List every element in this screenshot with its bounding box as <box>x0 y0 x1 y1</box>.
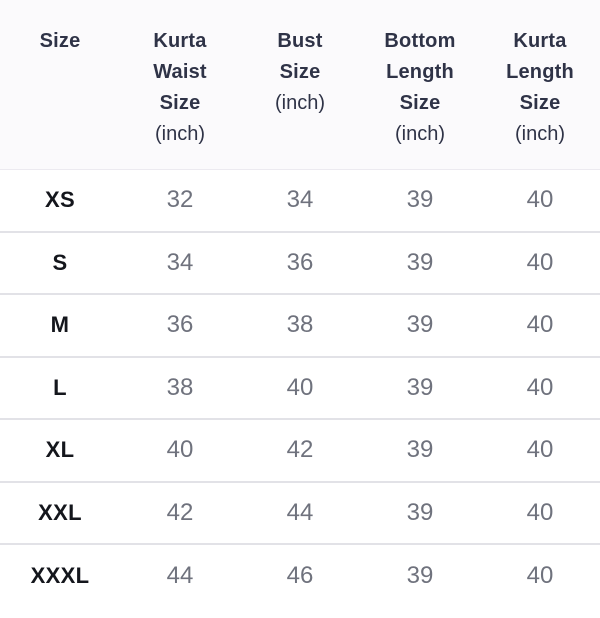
column-header-bust-size: Bust Size (inch) <box>240 26 360 119</box>
bust-cell: 46 <box>286 562 314 590</box>
column-header-kurta-waist-size: Kurta Waist Size (inch) <box>120 26 240 150</box>
kurta-waist-cell: 34 <box>166 248 194 276</box>
kurta-length-cell: 40 <box>526 562 554 590</box>
bottom-length-cell: 39 <box>406 373 434 401</box>
bottom-length-cell: 39 <box>406 248 434 276</box>
column-header-title: Kurta Length Size <box>506 30 574 114</box>
bottom-length-cell: 39 <box>406 498 434 526</box>
column-header-unit: (inch) <box>274 92 325 114</box>
kurta-waist-cell: 44 <box>166 562 194 590</box>
kurta-waist-cell: 42 <box>166 498 194 526</box>
bottom-length-cell: 39 <box>406 186 434 214</box>
column-header-unit: (inch) <box>394 123 445 145</box>
kurta-waist-cell: 40 <box>166 436 194 464</box>
kurta-waist-cell: 38 <box>166 373 194 401</box>
table-row-s: S 34 36 39 40 <box>0 232 600 295</box>
table-row-xs: XS 32 34 39 40 <box>0 170 600 233</box>
size-label: S <box>52 249 68 275</box>
table-row-xl: XL 40 42 39 40 <box>0 420 600 483</box>
bust-cell: 44 <box>286 498 314 526</box>
table-row-m: M 36 38 39 40 <box>0 295 600 358</box>
bust-cell: 40 <box>286 373 314 401</box>
bottom-length-cell: 39 <box>406 311 434 339</box>
column-header-unit: (inch) <box>154 123 205 145</box>
kurta-waist-cell: 36 <box>166 311 194 339</box>
kurta-length-cell: 40 <box>526 186 554 214</box>
kurta-length-cell: 40 <box>526 436 554 464</box>
bottom-length-cell: 39 <box>406 562 434 590</box>
bust-cell: 34 <box>286 186 314 214</box>
bust-cell: 36 <box>286 248 314 276</box>
column-header-size: Size <box>0 26 120 57</box>
kurta-length-cell: 40 <box>526 373 554 401</box>
size-label: XL <box>45 437 75 463</box>
table-row-xxxl: XXXL 44 46 39 40 <box>0 545 600 608</box>
table-header-row: Size Kurta Waist Size (inch) Bust Size (… <box>0 0 600 170</box>
table-row-l: L 38 40 39 40 <box>0 357 600 420</box>
kurta-length-cell: 40 <box>526 311 554 339</box>
size-label: XS <box>45 187 75 213</box>
kurta-waist-cell: 32 <box>166 186 194 214</box>
column-header-title: Size <box>39 30 81 52</box>
column-header-title: Bust Size <box>277 30 323 83</box>
bust-cell: 42 <box>286 436 314 464</box>
table-body: XS 32 34 39 40 S 34 36 39 40 M 36 38 39 … <box>0 170 600 608</box>
column-header-kurta-length-size: Kurta Length Size (inch) <box>480 26 600 150</box>
column-header-title: Kurta Waist Size <box>153 30 207 114</box>
column-header-bottom-length-size: Bottom Length Size (inch) <box>360 26 480 150</box>
size-label: XXXL <box>30 563 90 589</box>
column-header-unit: (inch) <box>514 123 565 145</box>
table-row-xxl: XXL 42 44 39 40 <box>0 482 600 545</box>
size-label: XXL <box>38 499 82 525</box>
kurta-length-cell: 40 <box>526 248 554 276</box>
column-header-title: Bottom Length Size <box>384 30 456 114</box>
size-label: M <box>50 312 70 338</box>
size-label: L <box>53 374 67 400</box>
bust-cell: 38 <box>286 311 314 339</box>
bottom-length-cell: 39 <box>406 436 434 464</box>
kurta-length-cell: 40 <box>526 498 554 526</box>
